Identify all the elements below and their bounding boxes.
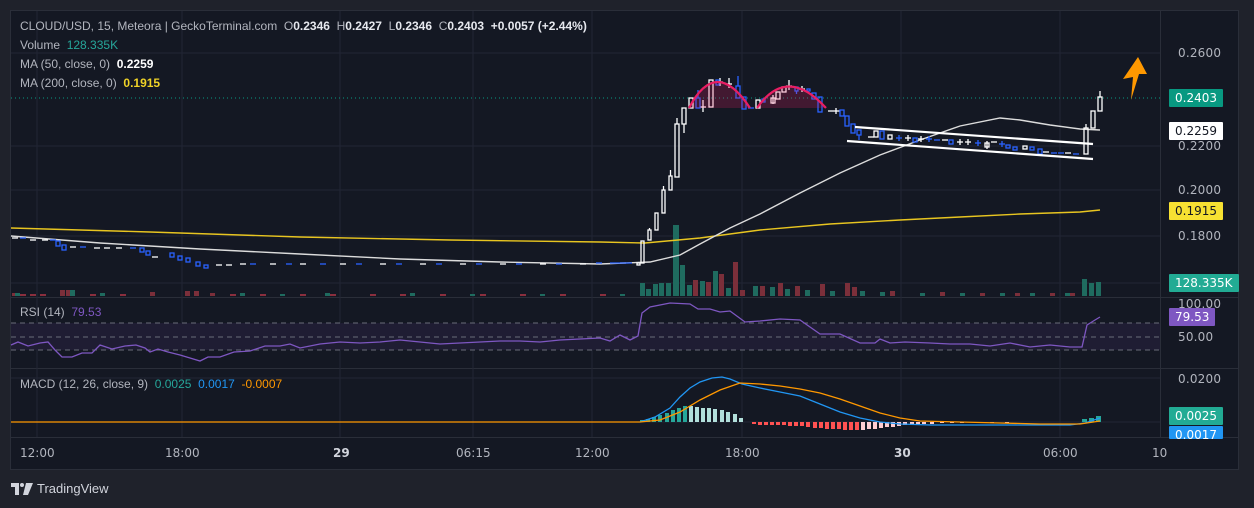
price-tick-3: 0.1800 (1178, 229, 1222, 243)
price-tick-0: 0.2600 (1178, 46, 1222, 60)
macd-tick-0: 0.0200 (1178, 372, 1222, 386)
time-label-6: 30 (894, 446, 911, 460)
macd-label: MACD (12, 26, close, 9) (20, 377, 149, 391)
time-label-5: 18:00 (725, 446, 760, 460)
symbol-info[interactable]: CLOUD/USD, 15, Meteora | GeckoTerminal.c… (20, 19, 278, 33)
time-label-3: 06:15 (456, 446, 491, 460)
time-label-4: 12:00 (575, 446, 610, 460)
macd-line (639, 376, 1101, 426)
open-value: 0.2346 (293, 19, 330, 33)
main-legend: CLOUD/USD, 15, Meteora | GeckoTerminal.c… (20, 17, 587, 36)
rsi-line (10, 302, 1101, 362)
price-tick-2: 0.2000 (1178, 183, 1222, 197)
grid-lines (11, 11, 1160, 437)
rsi-label: RSI (14) (20, 305, 65, 319)
signal-line (639, 382, 1101, 425)
ma200-legend[interactable]: MA (200, close, 0) 0.1915 (20, 74, 160, 93)
macd-hist-value: -0.0007 (241, 377, 283, 391)
time-label-8: 10:0 (1152, 446, 1168, 460)
rsi-legend[interactable]: RSI (14) 79.53 (20, 303, 101, 322)
ma200-value: 0.1915 (123, 76, 161, 90)
tradingview-logo[interactable]: TradingView (11, 481, 109, 496)
volume-tag: 128.335K (1169, 274, 1239, 292)
time-label-2: 29 (333, 446, 350, 460)
high-label: H (336, 19, 346, 33)
ma50-tag: 0.2259 (1169, 122, 1223, 140)
chart-frame (10, 10, 1239, 470)
signal-tag: 0.0017 (1169, 426, 1223, 439)
pane-separator-macd[interactable] (10, 368, 1239, 369)
time-axis-separator (10, 437, 1239, 438)
volume-label: Volume (20, 38, 61, 52)
rsi-tick-100: 100.00 (1178, 297, 1222, 311)
tradingview-logo-text: TradingView (37, 481, 109, 496)
ma200-tag: 0.1915 (1169, 202, 1223, 220)
rsi-value: 79.53 (71, 305, 102, 319)
volume-value: 128.335K (66, 38, 119, 52)
ma50-value: 0.2259 (116, 57, 154, 71)
price-tick-1: 0.2200 (1178, 139, 1222, 153)
low-label: L (388, 19, 396, 33)
time-label-0: 12:00 (20, 446, 55, 460)
candles (12, 76, 1103, 269)
descending-channel (846, 125, 1094, 161)
macd-tag: 0.0025 (1169, 407, 1223, 425)
volume-legend[interactable]: Volume 128.335K (20, 36, 118, 55)
macd-value: 0.0025 (154, 377, 192, 391)
ma200-line (10, 209, 1101, 244)
pane-separator-rsi[interactable] (10, 297, 1239, 298)
time-label-1: 18:00 (165, 446, 200, 460)
rsi-tag: 79.53 (1169, 308, 1216, 326)
ma50-legend[interactable]: MA (50, close, 0) 0.2259 (20, 55, 153, 74)
close-value: 0.2403 (447, 19, 485, 33)
open-label: O (283, 19, 294, 33)
ma50-line (10, 117, 1101, 265)
high-value: 0.2427 (345, 19, 382, 33)
macd-legend[interactable]: MACD (12, 26, close, 9) 0.0025 0.0017 -0… (20, 375, 282, 394)
macd-histogram (640, 406, 1101, 430)
tradingview-logo-icon (11, 482, 33, 495)
last-price-tag: 0.2403 (1169, 89, 1223, 107)
ma200-label: MA (200, close, 0) (20, 76, 117, 90)
macd-signal-value: 0.0017 (198, 377, 235, 391)
change-value: +0.0057 (+2.44%) (490, 19, 587, 33)
close-label: C (438, 19, 448, 33)
low-value: 0.2346 (395, 19, 433, 33)
breakout-arrow-icon (1123, 57, 1147, 100)
rsi-tick-50: 50.00 (1178, 330, 1214, 344)
time-label-7: 06:00 (1043, 446, 1078, 460)
volume-bars (12, 225, 1101, 296)
ma50-label: MA (50, close, 0) (20, 57, 111, 71)
double-top-pattern (688, 81, 827, 109)
price-axis-separator (1160, 10, 1161, 438)
